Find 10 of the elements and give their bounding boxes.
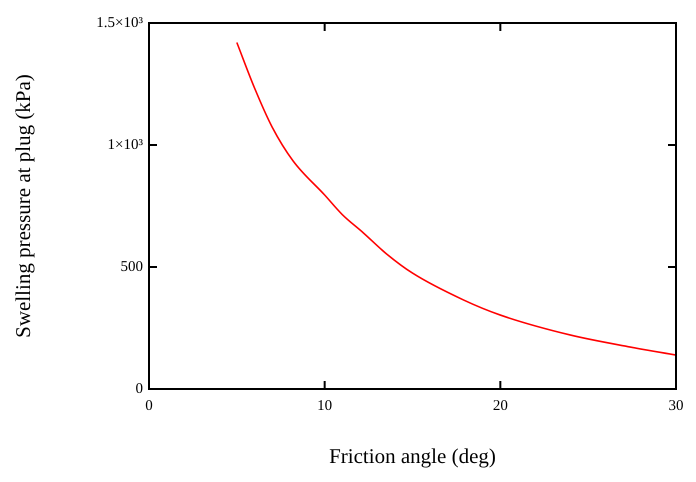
y-tick-label: 0 — [136, 380, 143, 397]
x-axis-title: Friction angle (deg) — [329, 444, 496, 468]
y-tick-label: 500 — [120, 258, 143, 275]
x-tick-label: 10 — [317, 398, 332, 414]
x-tick-label: 20 — [492, 398, 508, 414]
y-tick-label: 1.5×10³ — [96, 14, 144, 31]
line-series — [236, 42, 676, 356]
y-tick-label: 1×10³ — [108, 136, 144, 153]
y-axis-title: Swelling pressure at plug (kPa) — [11, 74, 36, 338]
x-tick-label: 30 — [668, 398, 684, 414]
